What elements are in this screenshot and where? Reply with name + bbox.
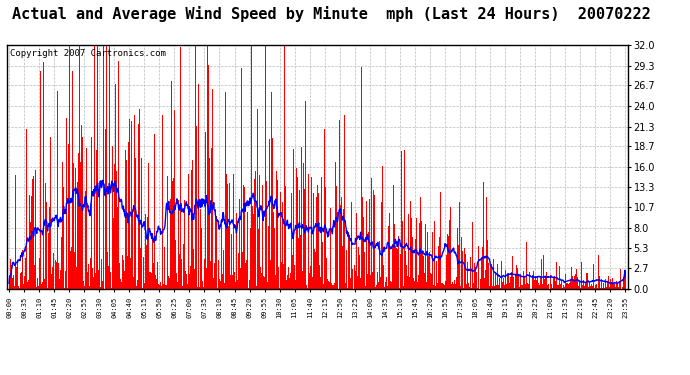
Text: Actual and Average Wind Speed by Minute  mph (Last 24 Hours)  20070222: Actual and Average Wind Speed by Minute …: [12, 6, 651, 22]
Text: Copyright 2007 Cartronics.com: Copyright 2007 Cartronics.com: [10, 49, 166, 58]
